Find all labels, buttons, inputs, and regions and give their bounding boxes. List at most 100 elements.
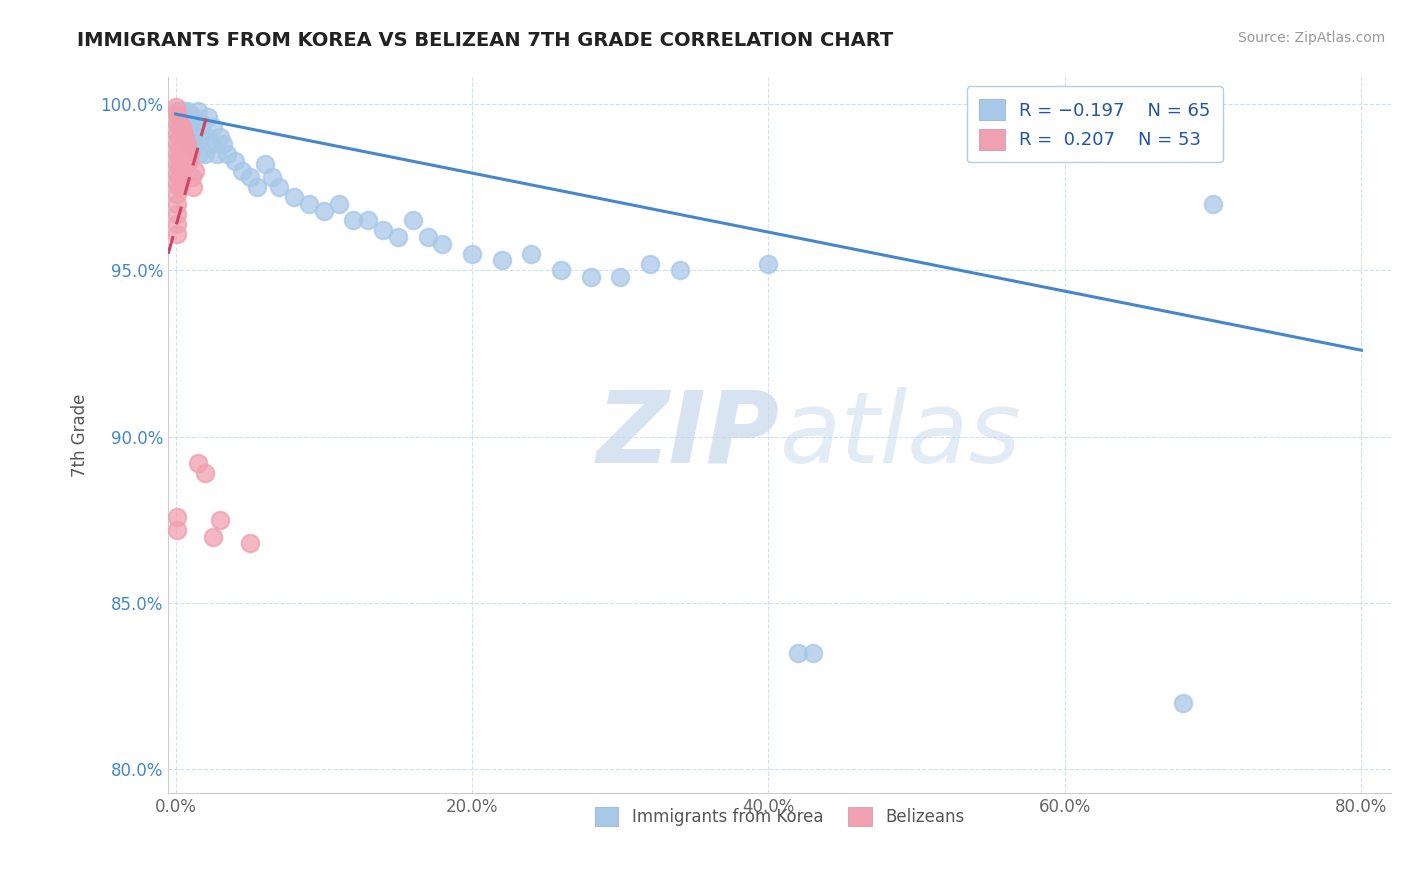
Point — [491, 253, 513, 268]
Point — [191, 117, 214, 131]
Text: atlas: atlas — [779, 386, 1021, 483]
Point — [298, 197, 321, 211]
Point — [173, 107, 195, 121]
Point — [166, 147, 188, 161]
Point — [166, 103, 188, 118]
Point — [239, 170, 262, 185]
Point — [170, 150, 193, 164]
Point — [260, 170, 283, 185]
Point — [194, 467, 217, 481]
Point — [195, 130, 218, 145]
Point — [638, 257, 661, 271]
Legend: Immigrants from Korea, Belizeans: Immigrants from Korea, Belizeans — [586, 798, 973, 834]
Point — [179, 107, 201, 121]
Point — [787, 646, 810, 660]
Point — [177, 136, 200, 151]
Point — [231, 163, 253, 178]
Point — [166, 523, 188, 537]
Point — [166, 117, 188, 131]
Point — [801, 646, 824, 660]
Point — [167, 140, 190, 154]
Point — [166, 197, 188, 211]
Point — [205, 147, 228, 161]
Point — [174, 157, 197, 171]
Point — [520, 246, 543, 260]
Point — [179, 123, 201, 137]
Point — [170, 163, 193, 178]
Point — [201, 529, 224, 543]
Text: IMMIGRANTS FROM KOREA VS BELIZEAN 7TH GRADE CORRELATION CHART: IMMIGRANTS FROM KOREA VS BELIZEAN 7TH GR… — [77, 31, 894, 50]
Point — [579, 270, 602, 285]
Point — [166, 207, 188, 221]
Point — [172, 123, 194, 137]
Point — [173, 127, 195, 141]
Point — [172, 134, 194, 148]
Point — [176, 136, 198, 151]
Point — [167, 170, 190, 185]
Point — [176, 123, 198, 137]
Point — [167, 161, 190, 175]
Point — [187, 103, 209, 118]
Point — [166, 509, 188, 524]
Point — [169, 120, 191, 135]
Point — [170, 120, 193, 135]
Point — [239, 536, 262, 550]
Point — [176, 147, 198, 161]
Y-axis label: 7th Grade: 7th Grade — [72, 393, 89, 476]
Point — [174, 130, 197, 145]
Point — [166, 127, 188, 141]
Point — [217, 147, 239, 161]
Point — [197, 111, 219, 125]
Point — [609, 270, 631, 285]
Point — [169, 130, 191, 145]
Point — [402, 213, 425, 227]
Point — [167, 107, 190, 121]
Point — [181, 117, 204, 131]
Point — [461, 246, 484, 260]
Point — [176, 103, 198, 118]
Point — [188, 147, 211, 161]
Point — [170, 111, 193, 125]
Point — [312, 203, 335, 218]
Point — [183, 111, 205, 125]
Point — [194, 147, 217, 161]
Text: Source: ZipAtlas.com: Source: ZipAtlas.com — [1237, 31, 1385, 45]
Point — [1173, 696, 1195, 710]
Point — [187, 456, 209, 470]
Point — [177, 153, 200, 168]
Point — [174, 147, 197, 161]
Point — [173, 140, 195, 154]
Point — [167, 120, 190, 135]
Point — [169, 140, 191, 154]
Point — [174, 113, 197, 128]
Point — [200, 136, 222, 151]
Point — [172, 120, 194, 135]
Point — [166, 136, 188, 151]
Point — [416, 230, 439, 244]
Point — [173, 130, 195, 145]
Point — [357, 213, 380, 227]
Point — [166, 107, 188, 121]
Point — [212, 136, 235, 151]
Point — [246, 180, 269, 194]
Point — [758, 257, 780, 271]
Point — [283, 190, 305, 204]
Point — [169, 161, 191, 175]
Point — [167, 130, 190, 145]
Point — [186, 120, 208, 135]
Point — [253, 157, 276, 171]
Point — [181, 170, 204, 185]
Point — [172, 103, 194, 118]
Point — [170, 130, 193, 145]
Point — [166, 167, 188, 181]
Point — [668, 263, 690, 277]
Point — [166, 157, 188, 171]
Point — [167, 150, 190, 164]
Point — [165, 100, 187, 114]
Point — [179, 147, 201, 161]
Point — [166, 217, 188, 231]
Point — [387, 230, 409, 244]
Point — [166, 177, 188, 191]
Point — [190, 130, 212, 145]
Point — [371, 223, 394, 237]
